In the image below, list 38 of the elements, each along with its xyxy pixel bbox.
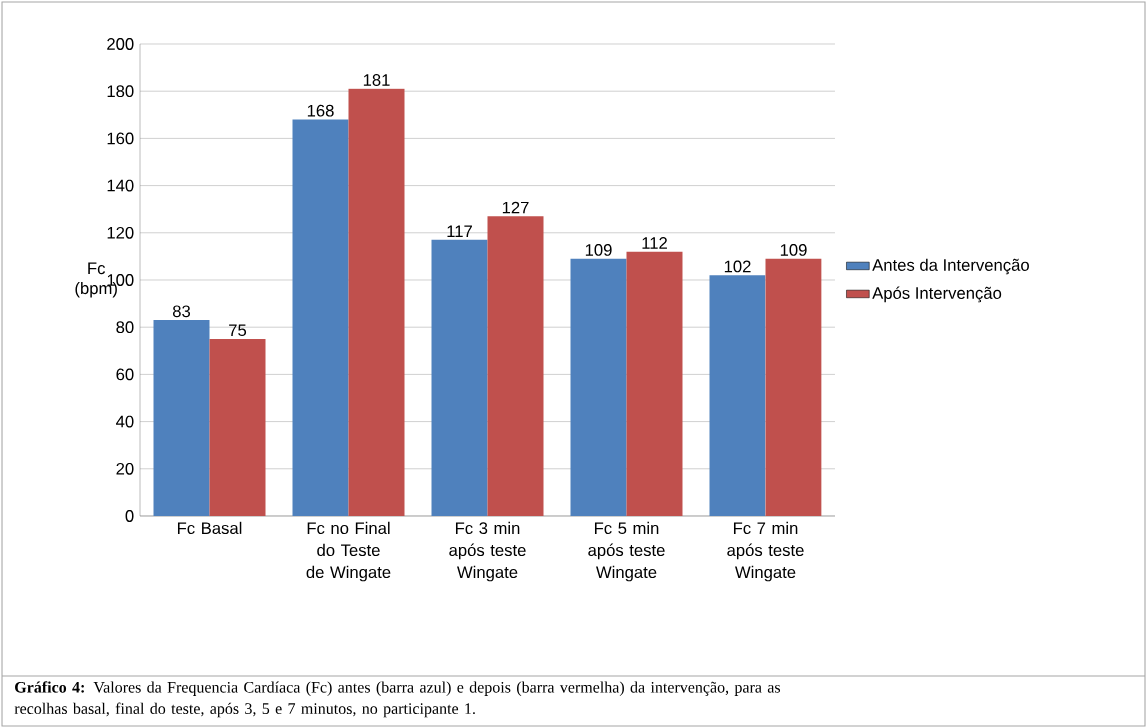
- data-label: 109: [780, 244, 807, 256]
- y-tick-label: 120: [107, 226, 134, 239]
- bar: [431, 239, 488, 516]
- data-label: 75: [229, 324, 247, 337]
- data-label: 102: [724, 260, 751, 273]
- y-tick-label: 20: [116, 462, 134, 475]
- y-tick-label: 40: [116, 415, 134, 428]
- y-tick-label: 160: [107, 132, 134, 145]
- data-label: 83: [172, 305, 191, 318]
- data-label: 168: [307, 104, 334, 117]
- bar: [209, 338, 266, 516]
- text: Gráfico 4: Valores da Frequencia Cardíaca (Fc) antes (barra azul) e depois (barra vermelha) da intervenção, para as recolhas basal, final do teste, após 3, 5 e 7 minutos, no participante 1.: [14, 681, 781, 718]
- bar: [709, 275, 766, 516]
- data-label: 127: [502, 201, 529, 214]
- bar: [348, 88, 405, 516]
- x-tick-label: Fc no Final do Teste de Wingate: [306, 521, 391, 582]
- x-tick-label: Fc 5 min após teste Wingate: [588, 521, 665, 582]
- x-tick-label: Fc 3 min após teste Wingate: [449, 521, 526, 582]
- x-tick-label: Fc Basal: [177, 521, 242, 535]
- data-label: 181: [363, 74, 390, 86]
- data-label: 112: [642, 237, 667, 249]
- legend-label: Após Intervenção: [872, 286, 1002, 303]
- y-tick-label: 80: [116, 321, 134, 334]
- y-tick-label: 140: [107, 179, 134, 192]
- y-tick-label: 180: [107, 85, 134, 98]
- y-tick-label: 60: [116, 368, 134, 381]
- data-label: 109: [585, 244, 612, 256]
- x-tick-label: Fc 7 min após teste Wingate: [727, 521, 804, 582]
- bar: [626, 251, 683, 516]
- y-tick-label: 0: [125, 510, 134, 522]
- bar: [292, 119, 349, 516]
- bar: [570, 258, 627, 516]
- bar: [487, 216, 544, 516]
- bar: [765, 258, 822, 516]
- bar: [153, 320, 210, 516]
- y-tick-label: 200: [107, 38, 134, 50]
- data-label: 117: [447, 225, 472, 237]
- legend-label: Antes da Intervenção: [872, 258, 1029, 275]
